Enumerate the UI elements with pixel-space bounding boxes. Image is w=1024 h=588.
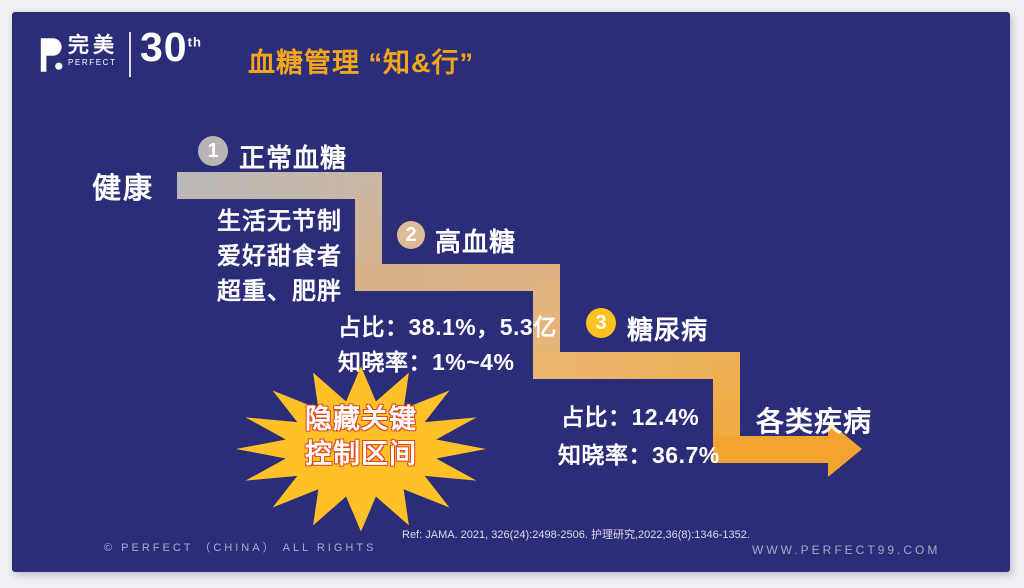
anniversary-number: 30: [140, 24, 188, 70]
risk-factors-list: 生活无节制 爱好甜食者 超重、肥胖: [217, 204, 342, 309]
starburst-line2: 控制区间: [305, 439, 417, 469]
step3-number-badge: 3: [586, 308, 616, 338]
risk-factor-item: 爱好甜食者: [217, 243, 342, 270]
brand-name-cn: 完美: [68, 34, 118, 57]
flow-arrow-shaft: [713, 436, 829, 463]
step2-label: 高血糖: [435, 227, 517, 257]
stair-step2-bar: [355, 264, 560, 291]
end-label-diseases: 各类疾病: [756, 406, 873, 437]
slide: 完美 PERFECT 30th 血糖管理 “知&行” 健康 1 正常血糖 生活无…: [12, 12, 1010, 572]
anniversary-30th: 30th: [140, 24, 202, 71]
step1-label: 正常血糖: [239, 143, 348, 173]
starburst-line1: 隐藏关键: [305, 404, 417, 434]
brand-name-en: PERFECT: [68, 58, 117, 67]
page-title: 血糖管理 “知&行”: [248, 48, 474, 78]
high-glucose-awareness-stat: 知晓率：1%~4%: [338, 349, 515, 375]
diabetes-share-stat: 占比：12.4%: [561, 404, 700, 430]
website-url: WWW.PERFECT99.COM: [752, 543, 941, 557]
anniversary-suffix: th: [187, 34, 202, 50]
flow-arrow-head-icon: [828, 421, 862, 477]
starburst-callout-text: 隐藏关键 控制区间: [236, 402, 486, 472]
reference-citation: Ref: JAMA. 2021, 326(24):2498-2506. 护理研究…: [402, 529, 750, 541]
step1-number-badge: 1: [198, 136, 228, 166]
copyright-text: © PERFECT （CHINA） ALL RIGHTS: [104, 542, 377, 554]
start-label-health: 健康: [92, 173, 155, 205]
risk-factor-item: 生活无节制: [217, 208, 342, 235]
perfect-logo-icon: [40, 38, 63, 72]
stair-step1-bar: [177, 172, 382, 199]
step2-number-badge: 2: [397, 221, 425, 249]
diabetes-awareness-stat: 知晓率：36.7%: [558, 442, 720, 468]
risk-factor-item: 超重、肥胖: [217, 278, 342, 305]
brand-text: 完美 PERFECT: [68, 34, 118, 68]
high-glucose-share-stat: 占比：38.1%，5.3亿: [338, 314, 557, 340]
logo-divider: [129, 32, 131, 77]
step3-label: 糖尿病: [627, 315, 709, 345]
stair-step3-bar: [533, 352, 740, 379]
starburst-icon: [236, 366, 486, 532]
